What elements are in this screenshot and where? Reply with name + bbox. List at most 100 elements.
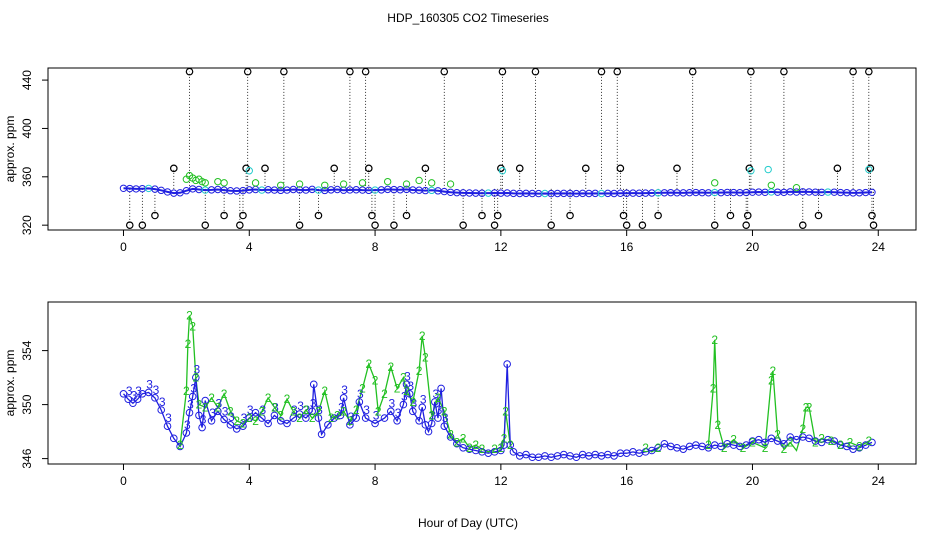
co2-point xyxy=(119,390,128,398)
y-tick-label: 360 xyxy=(20,166,34,186)
series-marker-3: 3 xyxy=(131,388,138,402)
green-series-line xyxy=(179,315,870,453)
co2-point xyxy=(251,179,260,187)
outlier-point xyxy=(849,67,857,76)
series-marker-3: 3 xyxy=(241,411,248,425)
co2-point xyxy=(270,411,279,420)
series-marker-2: 2 xyxy=(806,400,813,414)
co2-point xyxy=(453,439,461,448)
outlier-point xyxy=(814,211,823,220)
co2-point xyxy=(437,384,445,393)
outlier-point xyxy=(654,211,662,220)
co2-point xyxy=(371,419,379,428)
series-marker-3: 3 xyxy=(215,396,222,410)
co2-point xyxy=(767,434,776,443)
outlier-point xyxy=(726,211,735,220)
x-tick-label: 8 xyxy=(372,240,379,254)
co2-point xyxy=(773,437,782,445)
co2-point xyxy=(704,444,713,452)
series-marker-3: 3 xyxy=(126,384,133,398)
series-marker-3: 3 xyxy=(159,395,166,409)
outlier-point xyxy=(833,164,842,173)
x-tick-label: 24 xyxy=(872,240,886,254)
co2-point xyxy=(383,177,392,186)
co2-point xyxy=(865,165,873,174)
bottom-y-axis-label: approx. ppm xyxy=(3,350,17,417)
series-marker-2: 2 xyxy=(799,422,806,436)
series-marker-3: 3 xyxy=(432,387,439,401)
y-tick-label: 440 xyxy=(20,70,34,90)
series-marker-2: 2 xyxy=(240,417,247,431)
series-marker-2: 2 xyxy=(372,373,379,387)
series-marker-2: 2 xyxy=(818,431,825,445)
co2-point xyxy=(817,438,826,447)
series-marker-2: 2 xyxy=(837,438,844,452)
co2-point xyxy=(185,408,194,417)
outlier-point xyxy=(613,67,622,76)
outlier-point xyxy=(597,67,606,76)
series-marker-3: 3 xyxy=(228,410,235,424)
y-tick-label: 354 xyxy=(20,340,34,360)
outlier-point xyxy=(459,221,467,229)
series-marker-2: 2 xyxy=(479,442,486,456)
series-marker-2: 2 xyxy=(472,438,479,452)
series-marker-2: 2 xyxy=(221,387,228,401)
co2-point xyxy=(133,395,142,404)
co2-point xyxy=(214,177,222,186)
series-marker-2: 2 xyxy=(715,418,722,432)
top-marks xyxy=(119,67,878,229)
co2-point xyxy=(289,414,298,422)
series-marker-2: 2 xyxy=(447,427,454,441)
series-marker-2: 2 xyxy=(309,411,316,425)
series-marker-2: 2 xyxy=(409,395,416,409)
co2-point xyxy=(361,414,370,422)
figure-title: HDP_160305 CO2 Timeseries xyxy=(387,11,548,25)
co2-point xyxy=(207,417,216,425)
series-marker-3: 3 xyxy=(304,403,311,417)
co2-point xyxy=(522,450,530,459)
outlier-point xyxy=(421,164,430,173)
series-marker-2: 2 xyxy=(711,333,718,347)
outlier-point xyxy=(616,164,625,173)
series-marker-3: 3 xyxy=(404,369,411,383)
series-marker-3: 3 xyxy=(348,410,355,424)
top-y-axis-label: approx. ppm xyxy=(3,116,17,183)
co2-point xyxy=(572,453,581,462)
co2-point xyxy=(317,430,326,439)
x-tick-label: 16 xyxy=(620,474,634,488)
outlier-point xyxy=(220,211,228,220)
co2-point xyxy=(295,410,304,418)
series-marker-2: 2 xyxy=(856,439,863,453)
series-marker-3: 3 xyxy=(341,383,348,397)
co2-point xyxy=(415,417,423,425)
series-marker-3: 3 xyxy=(247,403,254,417)
series-marker-3: 3 xyxy=(420,392,427,406)
series-marker-2: 2 xyxy=(246,411,253,425)
blue-series-line xyxy=(123,364,873,458)
x-tick-label: 20 xyxy=(746,474,760,488)
series-marker-3: 3 xyxy=(395,406,402,420)
co2-point xyxy=(201,179,209,187)
co2-point xyxy=(717,442,725,451)
co2-point xyxy=(276,417,285,425)
x-tick-label: 16 xyxy=(620,240,634,254)
series-marker-2: 2 xyxy=(507,438,514,452)
co2-point xyxy=(843,442,851,451)
co2-point xyxy=(264,419,272,428)
co2-point xyxy=(188,392,197,401)
outlier-point xyxy=(125,221,134,229)
series-marker-2: 2 xyxy=(730,433,737,447)
series-marker-2: 2 xyxy=(460,431,467,445)
co2-point xyxy=(239,422,247,431)
x-axis-label: Hour of Day (UTC) xyxy=(418,516,518,530)
outlier-point xyxy=(364,164,373,173)
series-marker-3: 3 xyxy=(407,379,414,393)
series-marker-3: 3 xyxy=(401,390,408,404)
co2-point xyxy=(767,181,776,189)
co2-point xyxy=(214,407,222,416)
co2-point xyxy=(805,434,813,443)
outlier-point xyxy=(866,164,875,173)
co2-point xyxy=(754,435,763,444)
outlier-point xyxy=(622,221,631,229)
